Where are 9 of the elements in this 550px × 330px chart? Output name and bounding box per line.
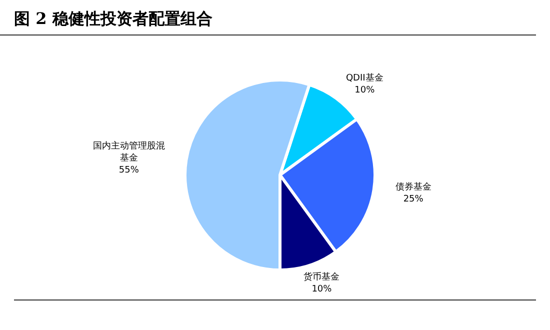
slice-label: 货币基金 xyxy=(304,271,340,282)
data-label: 55% xyxy=(118,165,140,176)
slice-label: 债券基金 xyxy=(395,182,432,193)
data-label: 10% xyxy=(354,86,376,96)
slice-label: QDII基金 xyxy=(346,72,384,84)
data-label: 10% xyxy=(312,284,332,294)
data-label: 25% xyxy=(403,194,424,205)
chart-title: 图 2 稳健性投资者配置组合 xyxy=(14,9,212,28)
slice-label: 国内主动管理股混基金 xyxy=(92,140,165,164)
